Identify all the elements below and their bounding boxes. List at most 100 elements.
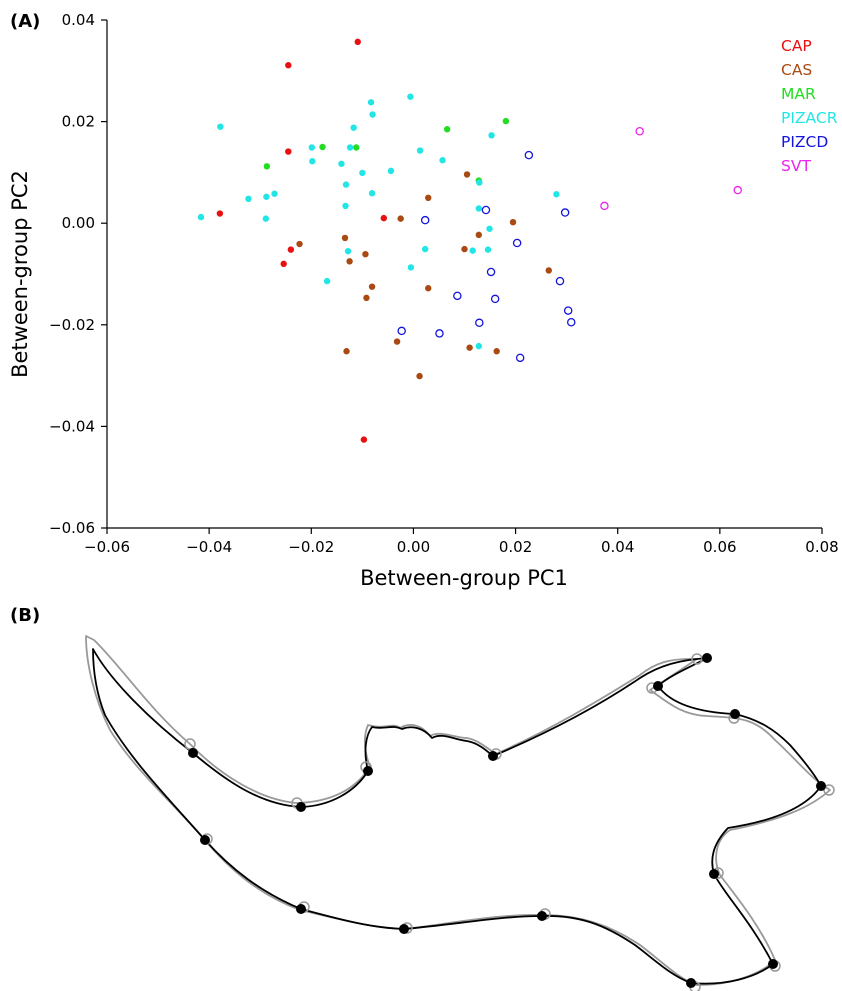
point-cas xyxy=(416,372,423,380)
point-pizcd xyxy=(524,150,534,160)
mean-landmark xyxy=(296,802,306,812)
mean-landmark xyxy=(399,924,409,934)
point-pizcd xyxy=(555,276,565,286)
point-mar xyxy=(502,117,510,125)
point-pizacr xyxy=(469,247,476,254)
point-pizacr xyxy=(484,246,492,253)
point-pizacr xyxy=(350,124,357,131)
mean-shape-outline xyxy=(92,648,822,985)
point-pizcd xyxy=(515,353,525,363)
legend-entry-mar: MAR xyxy=(781,85,816,103)
shape-outline-drawing xyxy=(85,635,835,991)
point-cas xyxy=(362,250,369,258)
point-cas xyxy=(466,344,473,351)
mean-landmark xyxy=(488,751,498,761)
point-cas xyxy=(363,294,370,302)
point-pizcd xyxy=(453,291,462,301)
panel-label-a: (A) xyxy=(10,11,40,32)
point-pizcd xyxy=(566,318,576,327)
point-pizcd xyxy=(435,329,444,338)
y-tick-label: −0.04 xyxy=(49,417,95,435)
point-cas xyxy=(397,215,404,222)
point-cas xyxy=(545,267,552,274)
mean-landmark xyxy=(188,748,198,758)
legend: CAP CAS MAR PIZACR PIZCD SVT xyxy=(781,37,838,175)
mean-landmarks xyxy=(188,653,826,988)
point-pizcd xyxy=(486,267,496,277)
point-mar xyxy=(353,144,360,151)
point-pizacr xyxy=(476,179,483,186)
point-pizacr xyxy=(369,111,376,118)
point-mar xyxy=(319,143,326,151)
point-mar xyxy=(443,126,451,133)
point-svt xyxy=(600,201,609,211)
x-tick-label: 0.02 xyxy=(499,538,532,556)
point-cas xyxy=(475,231,482,239)
point-pizacr xyxy=(368,190,376,197)
y-tick-label: 0.02 xyxy=(62,113,95,131)
point-pizacr xyxy=(342,202,349,210)
point-pizcd xyxy=(475,318,484,328)
point-pizacr xyxy=(197,213,205,221)
point-pizacr xyxy=(421,245,429,253)
point-cas xyxy=(493,348,500,355)
point-cas xyxy=(346,258,353,265)
mean-landmark xyxy=(363,766,373,776)
mean-landmark xyxy=(296,904,306,914)
point-pizacr xyxy=(338,160,345,167)
point-cas xyxy=(393,338,401,345)
x-tick-label: −0.04 xyxy=(186,538,232,556)
point-pizacr xyxy=(263,193,270,200)
y-axis-title: Between-group PC2 xyxy=(8,170,32,378)
point-pizacr xyxy=(439,157,446,164)
mean-landmark xyxy=(653,681,663,691)
point-svt xyxy=(733,185,742,195)
point-cas xyxy=(341,234,349,242)
mean-landmark xyxy=(702,653,712,663)
mean-landmark xyxy=(768,959,778,969)
point-cas xyxy=(509,218,517,226)
y-tick-label: −0.06 xyxy=(49,519,95,537)
panel-label-b: (B) xyxy=(10,605,40,626)
point-pizacr xyxy=(553,191,560,198)
point-pizacr xyxy=(309,158,316,165)
point-pizcd xyxy=(560,208,570,217)
point-cas xyxy=(463,171,471,178)
data-points xyxy=(197,38,742,443)
x-tick-label: 0.08 xyxy=(805,538,838,556)
x-tick-label: 0.00 xyxy=(397,538,430,556)
x-tick-label: −0.06 xyxy=(84,538,130,556)
point-pizacr xyxy=(342,181,350,188)
point-cas xyxy=(425,285,432,292)
point-cap xyxy=(354,38,361,46)
y-tick-label: 0.04 xyxy=(62,11,95,29)
mean-landmark xyxy=(730,709,740,719)
point-pizcd xyxy=(512,238,522,248)
point-cap xyxy=(216,210,224,217)
point-pizacr xyxy=(407,264,415,271)
legend-entry-pizacr: PIZACR xyxy=(781,109,838,127)
x-tick-label: 0.06 xyxy=(703,538,736,556)
point-pizacr xyxy=(217,123,224,130)
mean-landmark xyxy=(200,835,210,845)
point-cap xyxy=(285,148,292,155)
point-pizcd xyxy=(420,215,430,225)
point-pizcd xyxy=(490,294,500,304)
y-ticks: −0.06 −0.04 −0.02 0.00 0.02 0.04 xyxy=(49,11,107,537)
point-pizacr xyxy=(245,195,252,203)
point-pizacr xyxy=(262,215,270,222)
point-pizacr xyxy=(486,225,493,232)
legend-entry-cap: CAP xyxy=(781,37,812,55)
point-cap xyxy=(360,436,368,443)
point-pizacr xyxy=(407,93,414,100)
point-pizcd xyxy=(481,205,491,215)
point-pizacr xyxy=(323,277,331,285)
group-landmark xyxy=(691,653,703,665)
point-pizacr xyxy=(387,167,395,175)
group-shape-outline xyxy=(85,635,831,986)
point-pizacr xyxy=(475,342,482,350)
point-cap xyxy=(280,260,287,268)
point-pizacr xyxy=(475,205,482,212)
x-tick-label: −0.02 xyxy=(288,538,334,556)
